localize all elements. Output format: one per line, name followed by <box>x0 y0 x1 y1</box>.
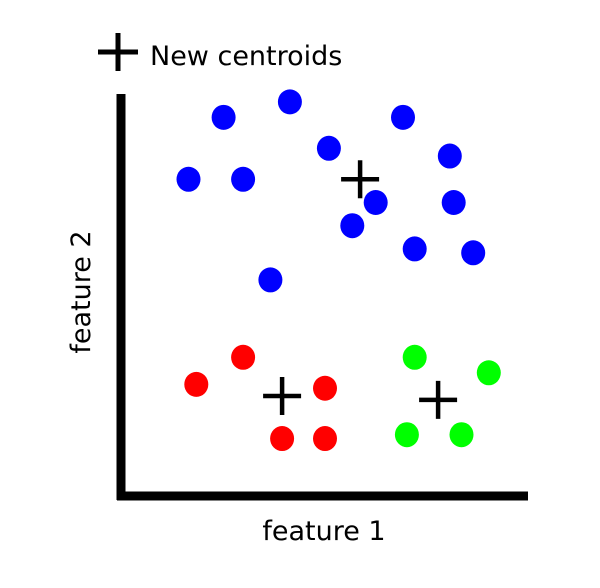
data-point <box>449 422 474 448</box>
data-point <box>313 426 337 452</box>
data-point <box>476 360 501 386</box>
y-axis-label: feature 2 <box>66 230 97 353</box>
centroid-marker <box>419 380 458 419</box>
data-point <box>231 166 256 192</box>
data-point <box>402 344 427 370</box>
legend: New centroids <box>98 33 342 72</box>
centroid-marker <box>341 160 380 199</box>
legend-centroid-marker-icon <box>98 33 138 71</box>
centroid-markers <box>263 160 458 419</box>
data-point <box>184 371 209 397</box>
data-point <box>340 213 365 239</box>
axes <box>116 94 528 501</box>
legend-label: New centroids <box>150 41 342 72</box>
data-point <box>363 189 388 215</box>
data-point <box>313 375 337 401</box>
x-axis-label: feature 1 <box>262 516 385 547</box>
data-point <box>394 422 419 448</box>
centroid-marker <box>263 376 302 415</box>
data-point <box>231 344 256 370</box>
data-point <box>258 267 283 293</box>
data-points <box>176 89 501 452</box>
data-point <box>402 236 427 262</box>
data-point <box>441 189 466 215</box>
data-point <box>176 166 201 192</box>
data-point <box>391 104 415 130</box>
data-point <box>211 104 236 130</box>
data-point <box>270 426 295 452</box>
data-point <box>461 240 486 266</box>
data-point <box>277 89 302 115</box>
data-point <box>437 143 462 169</box>
data-point <box>316 135 341 161</box>
